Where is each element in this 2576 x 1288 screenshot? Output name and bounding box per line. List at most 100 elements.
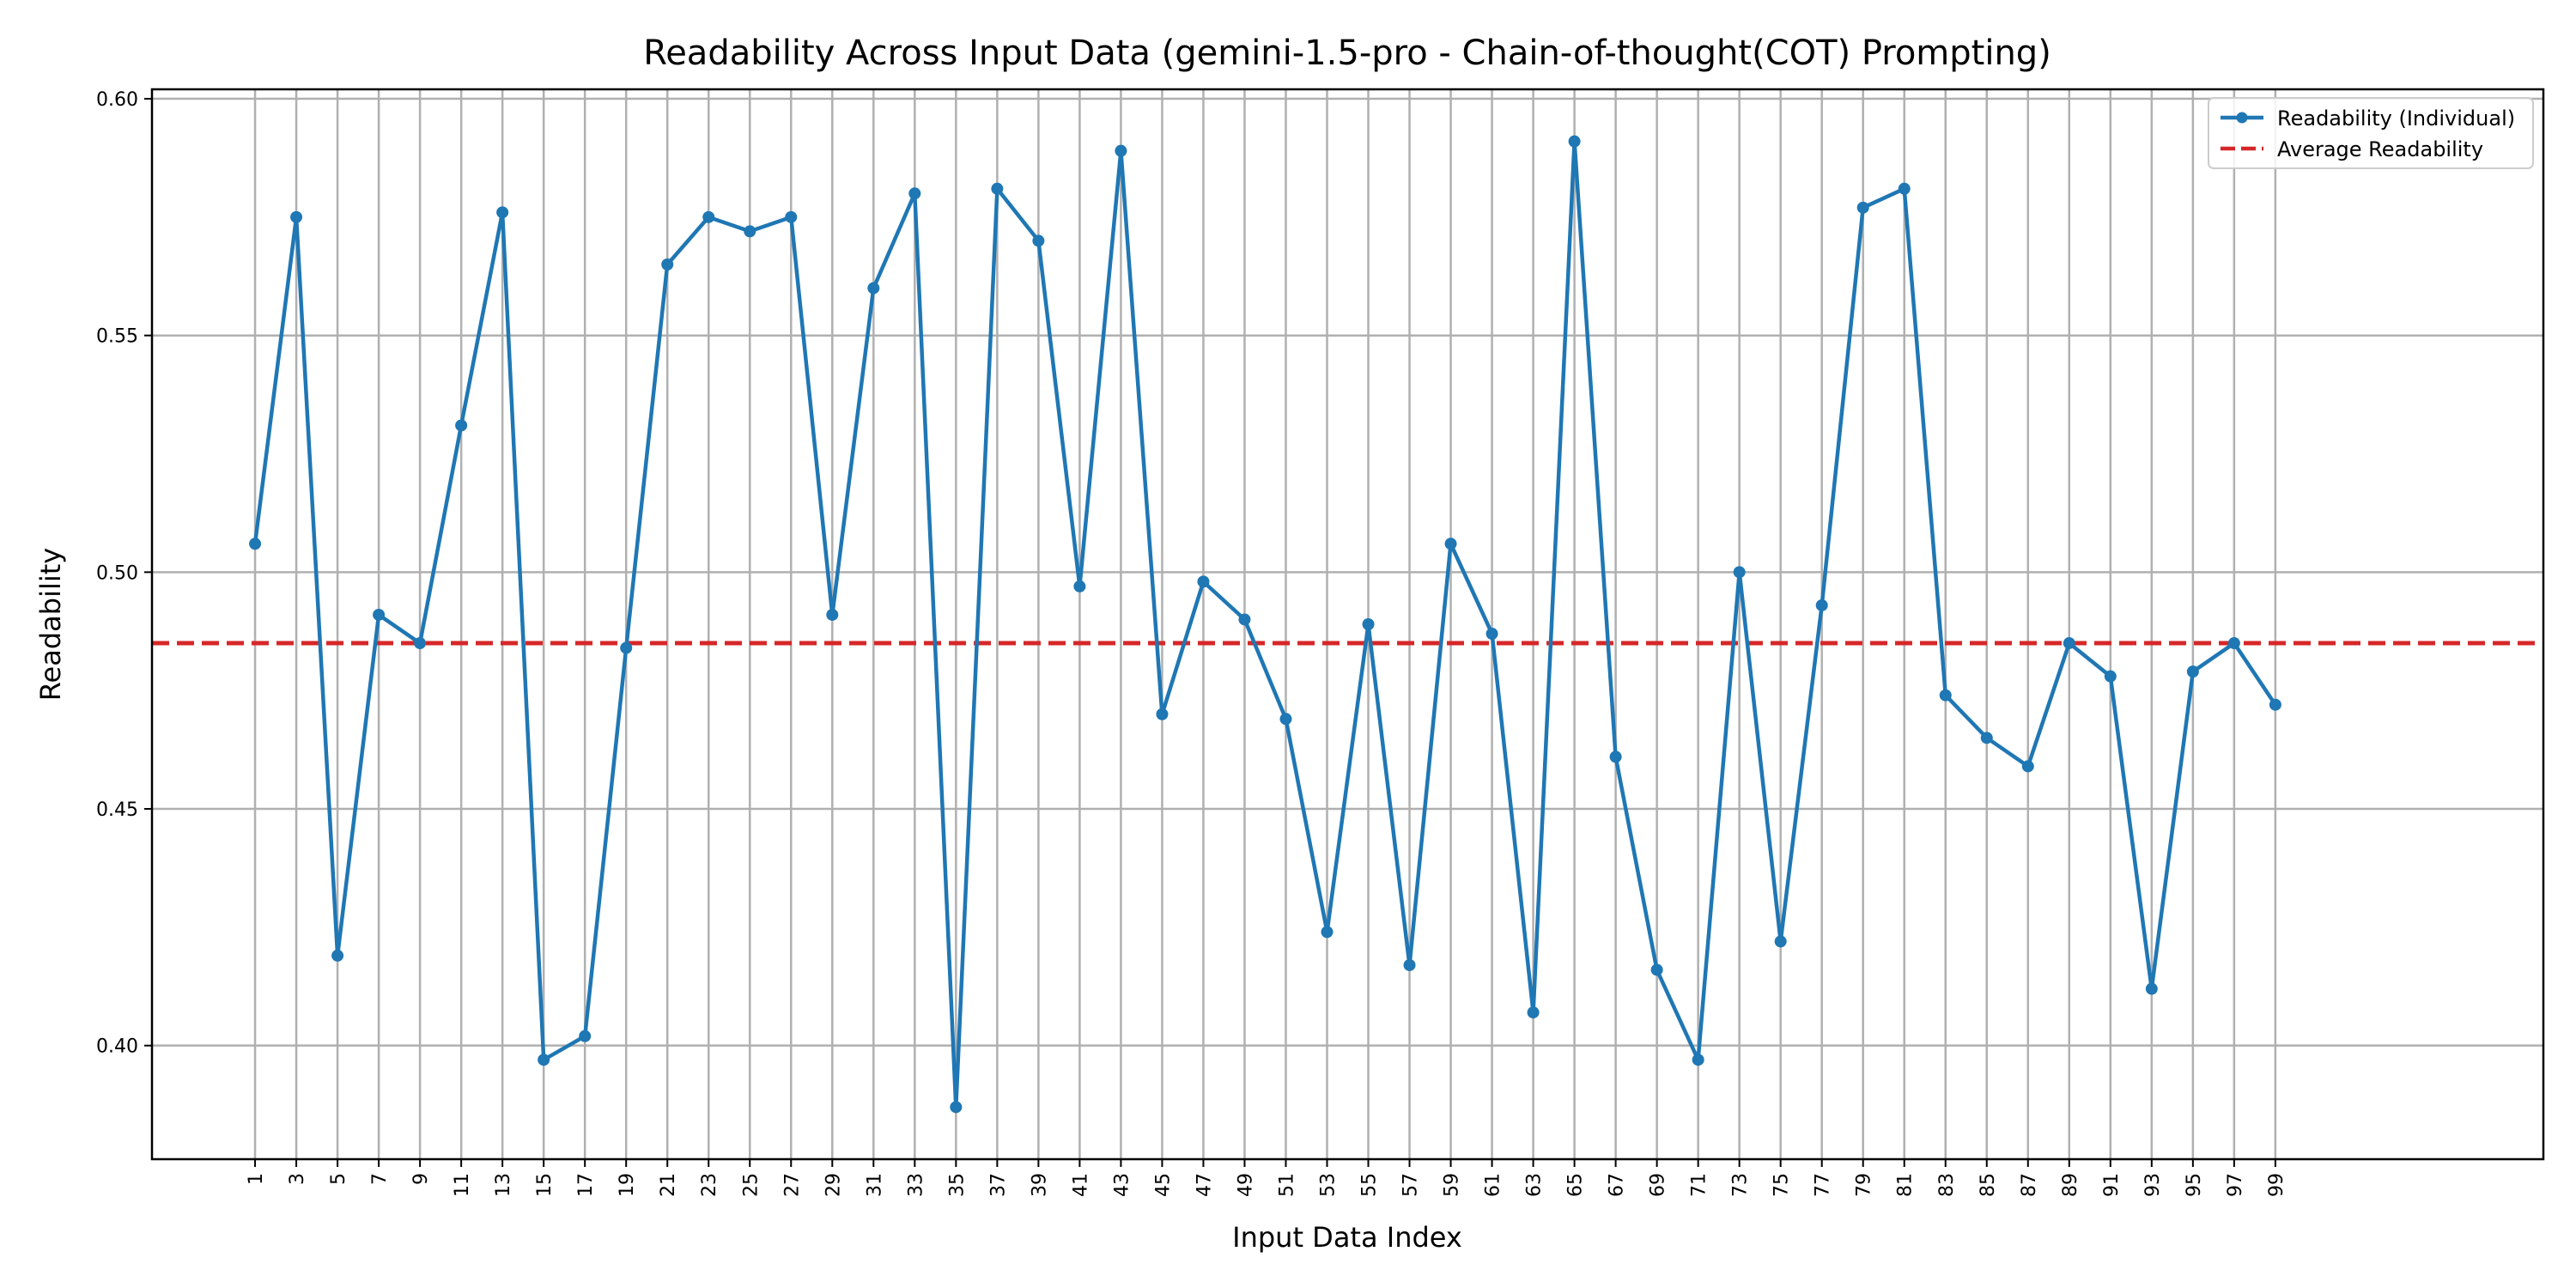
x-tick-label: 21 — [658, 1173, 679, 1197]
readability-data-point — [1527, 1006, 1540, 1019]
x-tick-label: 5 — [328, 1173, 349, 1185]
chart-title: Readability Across Input Data (gemini-1.… — [643, 33, 2051, 73]
x-tick-label: 37 — [987, 1173, 1009, 1197]
readability-data-point — [2021, 760, 2034, 773]
readability-data-point — [2227, 637, 2240, 650]
x-tick-label: 91 — [2101, 1173, 2123, 1197]
x-tick-label: 89 — [2060, 1173, 2081, 1197]
readability-data-point — [414, 637, 427, 650]
x-tick-label: 3 — [287, 1173, 308, 1185]
legend-box — [2208, 97, 2534, 169]
readability-data-point — [1815, 598, 1828, 611]
x-tick-label: 67 — [1607, 1173, 1628, 1197]
legend-label-average: Average Readability — [2277, 137, 2483, 161]
readability-data-point — [1733, 566, 1746, 579]
readability-data-point — [991, 182, 1004, 195]
readability-data-point — [1692, 1054, 1704, 1066]
x-tick-label: 19 — [617, 1173, 638, 1197]
x-tick-label: 77 — [1813, 1173, 1834, 1197]
x-tick-label: 95 — [2184, 1173, 2205, 1197]
x-tick-label: 69 — [1648, 1173, 1669, 1197]
plot-frame — [150, 88, 2545, 1161]
readability-data-point — [1321, 926, 1334, 939]
x-tick-label: 97 — [2225, 1173, 2246, 1197]
readability-data-point — [908, 187, 921, 200]
x-tick-label: 15 — [534, 1173, 556, 1197]
y-tick-label: 0.45 — [96, 799, 138, 821]
readability-data-point — [2145, 982, 2158, 995]
x-tick-label: 47 — [1194, 1173, 1215, 1197]
readability-data-point — [373, 608, 386, 621]
x-tick-label: 79 — [1854, 1173, 1875, 1197]
legend-label-individual: Readability (Individual) — [2277, 106, 2515, 131]
x-tick-label: 9 — [410, 1173, 432, 1185]
x-axis-ticks: 1 3 5 7 9 11 13 15 17 19 21 23 25 27 29 31 33 35 37 39 41 43 4… — [246, 1159, 2287, 1197]
readability-data-point — [1939, 689, 1952, 702]
y-tick-label: 0.40 — [96, 1036, 138, 1058]
x-tick-label: 45 — [1152, 1173, 1174, 1197]
readability-data-point — [331, 949, 344, 962]
readability-data-point — [1115, 144, 1127, 157]
x-tick-label: 31 — [864, 1173, 885, 1197]
y-axis-ticks: 0.40 0.45 0.50 0.55 0.60 — [96, 89, 152, 1058]
readability-data-point — [290, 210, 303, 223]
readability-data-point — [867, 282, 880, 295]
x-tick-label: 53 — [1317, 1173, 1339, 1197]
x-tick-label: 63 — [1524, 1173, 1546, 1197]
readability-data-point — [1279, 713, 1292, 726]
grid-lines — [152, 89, 2543, 1159]
x-tick-label: 41 — [1070, 1173, 1091, 1197]
readability-data-point — [1444, 538, 1457, 550]
readability-data-point — [455, 419, 468, 432]
readability-data-point — [1197, 575, 1210, 588]
x-tick-label: 23 — [699, 1173, 720, 1197]
x-tick-label: 27 — [781, 1173, 803, 1197]
x-tick-label: 49 — [1235, 1173, 1256, 1197]
x-tick-label: 29 — [823, 1173, 844, 1197]
readability-data-point — [1156, 708, 1169, 720]
readability-data-point — [2186, 665, 2199, 678]
readability-data-point — [249, 538, 262, 550]
y-tick-label: 0.60 — [96, 89, 138, 111]
readability-individual-line — [252, 139, 2277, 1109]
readability-data-point — [950, 1101, 963, 1114]
legend: Readability (Individual) Average Readabi… — [2208, 97, 2534, 169]
x-tick-label: 99 — [2266, 1173, 2287, 1197]
x-tick-label: 35 — [946, 1173, 968, 1197]
x-tick-label: 13 — [493, 1173, 514, 1197]
readability-data-point — [1898, 182, 1911, 195]
y-axis-label: Readability — [34, 548, 67, 701]
readability-data-point — [1980, 732, 1993, 744]
x-tick-label: 43 — [1111, 1173, 1133, 1197]
x-tick-label: 7 — [369, 1173, 391, 1185]
readability-data-point — [1609, 750, 1622, 763]
readability-data-point — [826, 608, 839, 621]
readability-data-point — [579, 1030, 592, 1042]
readability-data-point — [2063, 637, 2075, 650]
x-tick-label: 93 — [2142, 1173, 2164, 1197]
x-tick-label: 59 — [1442, 1173, 1463, 1197]
readability-data-point — [496, 206, 509, 219]
x-tick-label: 71 — [1689, 1173, 1710, 1197]
readability-data-point — [785, 210, 798, 223]
x-tick-label: 87 — [2019, 1173, 2040, 1197]
readability-data-point — [1568, 135, 1581, 148]
readability-data-point — [1774, 935, 1787, 948]
x-tick-label: 85 — [1978, 1173, 1999, 1197]
series-layer — [249, 135, 2281, 1114]
x-tick-label: 1 — [246, 1173, 267, 1185]
readability-data-point — [1073, 580, 1086, 592]
x-tick-label: 51 — [1276, 1173, 1297, 1197]
readability-data-point — [2104, 670, 2117, 683]
y-tick-label: 0.55 — [96, 326, 138, 348]
readability-data-point — [1856, 201, 1869, 214]
readability-data-point — [1362, 618, 1375, 630]
readability-data-point — [702, 210, 715, 223]
x-tick-label: 61 — [1483, 1173, 1504, 1197]
readability-data-point — [620, 641, 633, 654]
x-tick-label: 81 — [1895, 1173, 1917, 1197]
readability-data-point — [1485, 628, 1498, 641]
legend-marker-individual — [2236, 112, 2248, 124]
x-tick-label: 75 — [1771, 1173, 1793, 1197]
